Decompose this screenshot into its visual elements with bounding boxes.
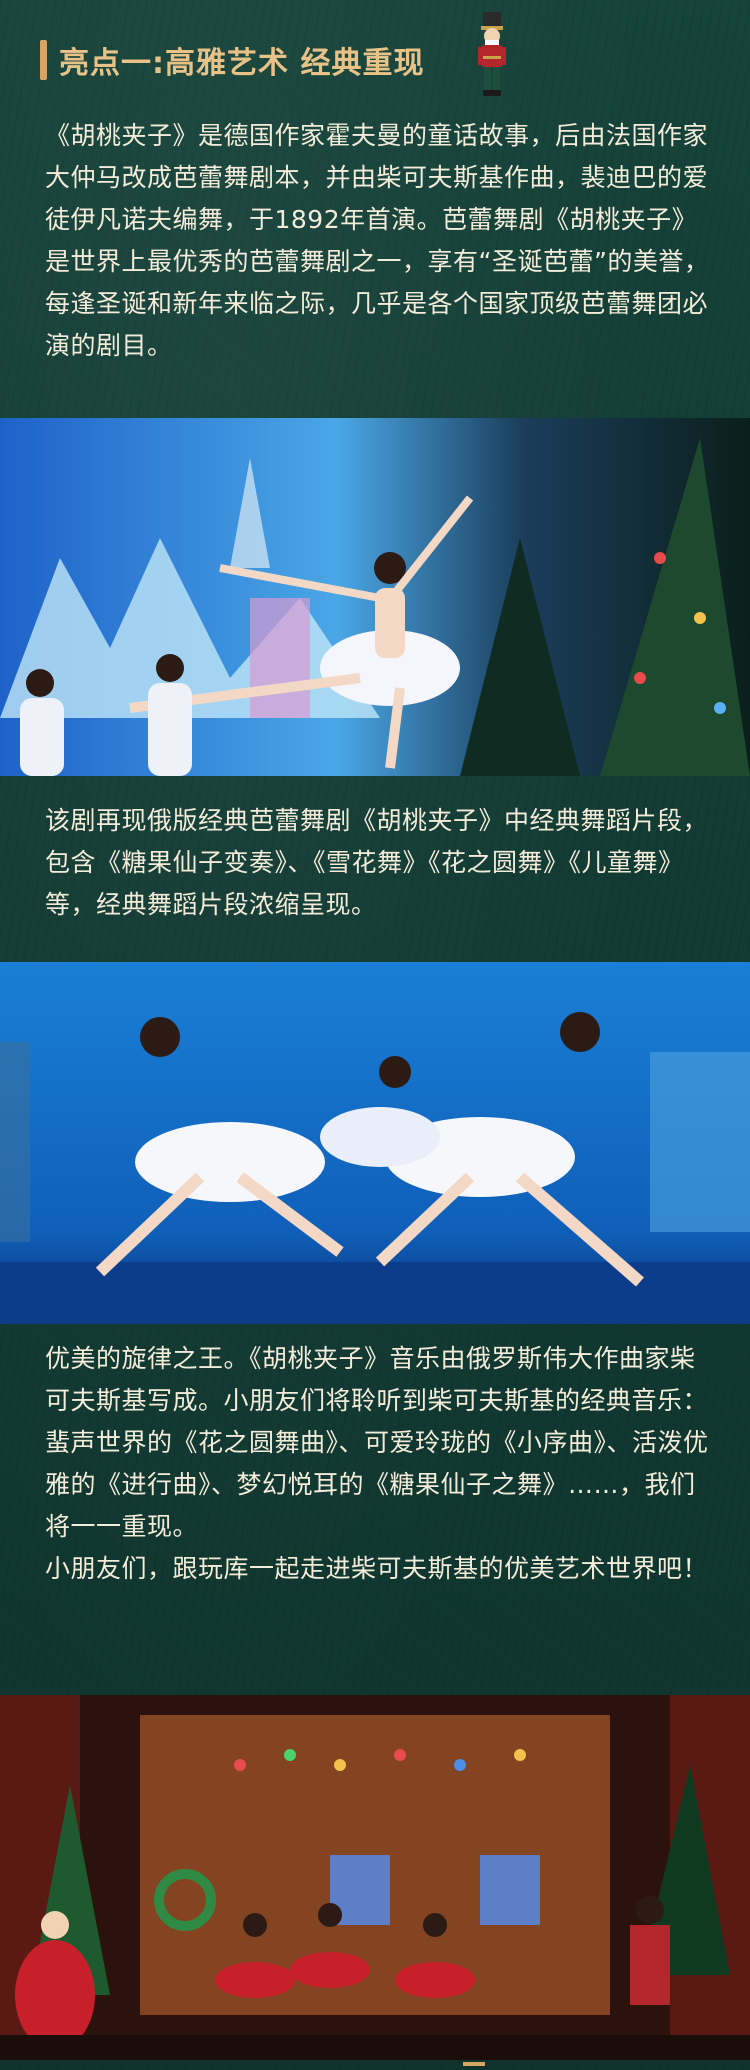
intro-paragraph-block: 《胡桃夹子》是德国作家霍夫曼的童话故事，后由法国作家大仲马改成芭蕾舞剧本，并由柴… bbox=[45, 115, 710, 367]
section2-paragraph-block: 该剧再现俄版经典芭蕾舞剧《胡桃夹子》中经典舞蹈片段，包含《糖果仙子变奏》、《雪花… bbox=[45, 800, 710, 926]
section2-paragraph: 该剧再现俄版经典芭蕾舞剧《胡桃夹子》中经典舞蹈片段，包含《糖果仙子变奏》、《雪花… bbox=[45, 806, 709, 919]
section-title: 亮点一:高雅艺术 经典重现 bbox=[59, 46, 425, 81]
header-accent-bar bbox=[40, 40, 47, 80]
bottom-accent-mark bbox=[463, 2062, 485, 2066]
section3-paragraph-1: 优美的旋律之王。《胡桃夹子》音乐由俄罗斯伟大作曲家柴可夫斯基写成。小朋友们将聆听… bbox=[45, 1344, 709, 1541]
ballet-leap-photo bbox=[0, 418, 750, 776]
section-header: 亮点一:高雅艺术 经典重现 bbox=[40, 30, 424, 90]
section3-paragraph-block: 优美的旋律之王。《胡桃夹子》音乐由俄罗斯伟大作曲家柴可夫斯基写成。小朋友们将聆听… bbox=[45, 1338, 710, 1590]
intro-paragraph: 《胡桃夹子》是德国作家霍夫曼的童话故事，后由法国作家大仲马改成芭蕾舞剧本，并由柴… bbox=[45, 121, 710, 360]
nutcracker-icon bbox=[478, 12, 506, 96]
ballet-kneel-photo bbox=[0, 962, 750, 1324]
stage-christmas-photo bbox=[0, 1695, 750, 2060]
section3-paragraph-2: 小朋友们，跟玩库一起走进柴可夫斯基的优美艺术世界吧！ bbox=[45, 1554, 709, 1583]
